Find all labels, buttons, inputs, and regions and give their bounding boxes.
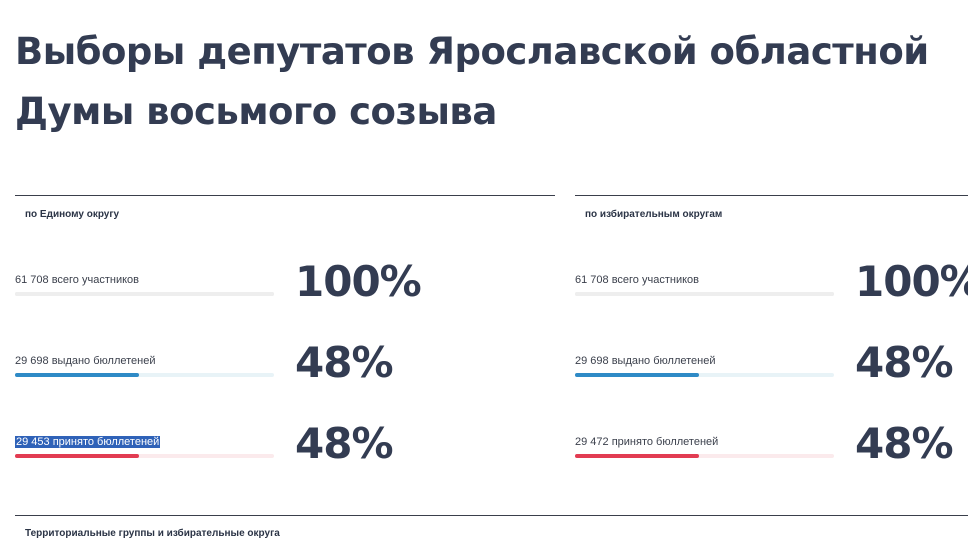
progress-bar	[15, 454, 274, 458]
stat-label: 61 708 всего участников	[15, 274, 139, 286]
stat-percent: 48%	[295, 419, 394, 468]
stat-percent: 48%	[295, 338, 394, 387]
stat-percent: 48%	[855, 338, 954, 387]
stat-percent: 100%	[295, 257, 422, 306]
page-title: Выборы депутатов Ярославской областной Д…	[15, 30, 929, 133]
progress-bar	[575, 292, 834, 296]
panel-title: по избирательным округам	[585, 209, 723, 220]
panel-title: по Единому округу	[25, 209, 120, 220]
progress-fill	[15, 373, 140, 377]
stat-label: 29 453 принято бюллетеней	[15, 436, 161, 448]
progress-fill	[575, 373, 700, 377]
section-title: Территориальные группы и избирательные о…	[25, 528, 280, 539]
progress-fill	[15, 454, 140, 458]
electoral-districts-panel: по избирательным округам 61 708 всего уч…	[575, 195, 968, 468]
progress-bar	[15, 373, 274, 377]
stat-label: 29 698 выдано бюллетеней	[15, 355, 156, 367]
panel-divider	[575, 195, 968, 196]
stat-percent: 100%	[855, 257, 968, 306]
stat-label: 61 708 всего участников	[575, 274, 699, 286]
progress-bar	[575, 373, 834, 377]
single-district-panel: по Единому округу 61 708 всего участнико…	[15, 195, 555, 468]
stat-label: 29 698 выдано бюллетеней	[575, 355, 716, 367]
stat-label: 29 472 принято бюллетеней	[575, 436, 719, 448]
progress-fill	[575, 454, 700, 458]
progress-bar	[575, 454, 834, 458]
progress-fill	[575, 292, 834, 296]
section-divider	[15, 515, 968, 516]
progress-fill	[15, 292, 274, 296]
progress-bar	[15, 292, 274, 296]
panel-divider	[15, 195, 555, 196]
stat-percent: 48%	[855, 419, 954, 468]
